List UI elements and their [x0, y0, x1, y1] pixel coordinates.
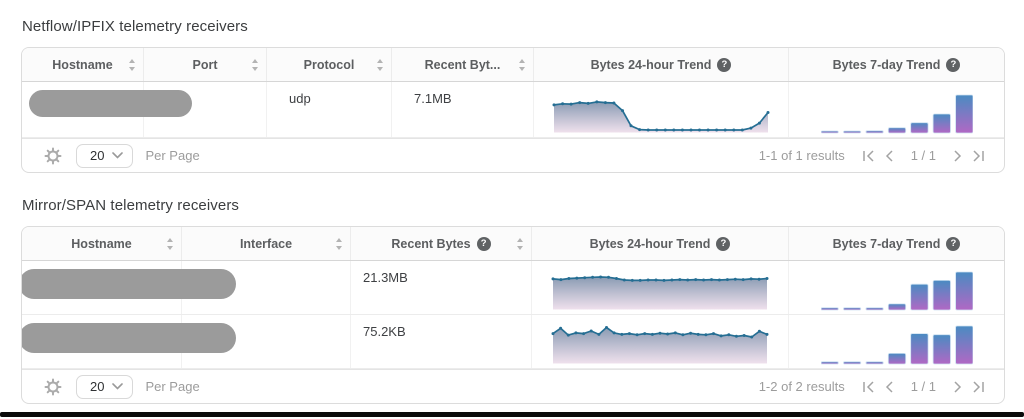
mirror-table-footer: 20 Per Page 1-2 of 2 results 1 / 1	[22, 369, 1004, 403]
sort-icon[interactable]	[516, 237, 524, 250]
page-indicator: 1 / 1	[910, 379, 936, 394]
page-indicator: 1 / 1	[910, 148, 936, 163]
last-page-button[interactable]	[968, 379, 988, 395]
sort-icon[interactable]	[376, 58, 384, 71]
recent-bytes-cell: 7.1MB	[392, 82, 534, 137]
interface-cell	[182, 315, 351, 368]
column-label: Interface	[239, 236, 293, 251]
hostname-cell	[22, 315, 236, 368]
bytes-7d-cell	[789, 315, 1004, 368]
recent-bytes-cell: 75.2KB	[351, 315, 532, 368]
mirror-table: Hostname Interface Recent Bytes ? Bytes …	[21, 226, 1005, 404]
column-label: Bytes 24-hour Trend	[589, 236, 711, 251]
pagination: 1 / 1	[859, 379, 988, 395]
column-header-bytes-24h-trend: Bytes 24-hour Trend ?	[532, 227, 789, 260]
page-size-value: 20	[90, 148, 105, 163]
table-row: 21.3MB	[22, 261, 1004, 315]
column-header-interface[interactable]: Interface	[182, 227, 351, 260]
previous-page-button[interactable]	[881, 379, 897, 395]
per-page-label: Per Page	[145, 148, 200, 163]
column-header-hostname[interactable]: Hostname	[22, 227, 182, 260]
column-header-recent-bytes[interactable]: Recent Bytes ?	[351, 227, 532, 260]
first-page-button[interactable]	[859, 379, 879, 395]
help-icon[interactable]: ?	[946, 236, 961, 251]
table-settings-button[interactable]	[42, 145, 64, 167]
bytes-24h-cell	[532, 315, 789, 368]
table-row: 75.2KB	[22, 315, 1004, 369]
bytes-24h-sparkline	[549, 263, 771, 311]
column-label: Hostname	[71, 236, 132, 251]
bytes-24h-cell	[532, 261, 789, 314]
gear-icon	[44, 378, 62, 396]
recent-bytes-cell: 21.3MB	[351, 261, 532, 314]
pagination: 1 / 1	[859, 148, 988, 164]
column-header-protocol[interactable]: Protocol	[267, 48, 392, 81]
column-label: Bytes 7-day Trend	[832, 236, 941, 251]
netflow-table-footer: 20 Per Page 1-1 of 1 results 1 / 1	[22, 138, 1004, 172]
help-icon[interactable]: ?	[717, 57, 732, 72]
interface-cell	[182, 261, 351, 314]
bytes-7d-barchart	[820, 267, 973, 311]
column-label: Recent Bytes	[391, 236, 471, 251]
redacted-hostname	[22, 269, 236, 299]
hostname-cell	[22, 261, 236, 314]
help-icon[interactable]: ?	[476, 236, 491, 251]
table-settings-button[interactable]	[42, 376, 64, 398]
hostname-cell	[22, 82, 192, 137]
column-label: Bytes 24-hour Trend	[590, 57, 712, 72]
column-header-port[interactable]: Port	[144, 48, 267, 81]
redacted-hostname	[22, 323, 236, 353]
mirror-table-header: Hostname Interface Recent Bytes ? Bytes …	[22, 227, 1004, 261]
help-icon[interactable]: ?	[946, 57, 961, 72]
netflow-section-title: Netflow/IPFIX telemetry receivers	[22, 18, 248, 35]
column-header-bytes-7d-trend: Bytes 7-day Trend ?	[789, 48, 1004, 81]
next-page-button[interactable]	[950, 148, 966, 164]
bytes-24h-sparkline	[550, 86, 772, 134]
table-row: udp 7.1MB	[22, 82, 1004, 138]
bytes-24h-sparkline	[549, 317, 771, 365]
column-label: Hostname	[52, 57, 113, 72]
bytes-7d-cell	[789, 261, 1004, 314]
previous-page-button[interactable]	[881, 148, 897, 164]
results-count: 1-1 of 1 results	[758, 148, 845, 163]
last-page-button[interactable]	[968, 148, 988, 164]
column-label: Recent Byt...	[424, 57, 501, 72]
help-icon[interactable]: ?	[716, 236, 731, 251]
bytes-7d-cell	[789, 82, 1004, 137]
gear-icon	[44, 147, 62, 165]
sort-icon[interactable]	[518, 58, 526, 71]
column-label: Bytes 7-day Trend	[832, 57, 941, 72]
results-count: 1-2 of 2 results	[758, 379, 845, 394]
column-header-bytes-24h-trend: Bytes 24-hour Trend ?	[534, 48, 789, 81]
netflow-table: Hostname Port Protocol Recent Byt... Byt…	[21, 47, 1005, 173]
column-label: Protocol	[303, 57, 355, 72]
page-size-value: 20	[90, 379, 105, 394]
sort-icon[interactable]	[128, 58, 136, 71]
chevron-down-icon	[112, 152, 124, 159]
redacted-hostname	[29, 90, 192, 117]
column-label: Port	[192, 57, 218, 72]
sort-icon[interactable]	[335, 237, 343, 250]
per-page-label: Per Page	[145, 379, 200, 394]
mirror-section-title: Mirror/SPAN telemetry receivers	[22, 197, 240, 214]
chevron-down-icon	[112, 383, 124, 390]
sort-icon[interactable]	[251, 58, 259, 71]
column-header-recent-bytes[interactable]: Recent Byt...	[392, 48, 534, 81]
next-page-button[interactable]	[950, 379, 966, 395]
netflow-table-header: Hostname Port Protocol Recent Byt... Byt…	[22, 48, 1004, 82]
first-page-button[interactable]	[859, 148, 879, 164]
protocol-cell: udp	[267, 82, 392, 137]
port-cell	[144, 82, 267, 137]
column-header-bytes-7d-trend: Bytes 7-day Trend ?	[789, 227, 1004, 260]
sort-icon[interactable]	[166, 237, 174, 250]
column-header-hostname[interactable]: Hostname	[22, 48, 144, 81]
page-size-select[interactable]: 20	[76, 374, 134, 399]
bytes-24h-cell	[534, 82, 789, 137]
bytes-7d-barchart	[820, 321, 973, 365]
bytes-7d-barchart	[820, 90, 973, 134]
window-bottom-edge	[0, 412, 1024, 417]
page-size-select[interactable]: 20	[76, 143, 134, 168]
